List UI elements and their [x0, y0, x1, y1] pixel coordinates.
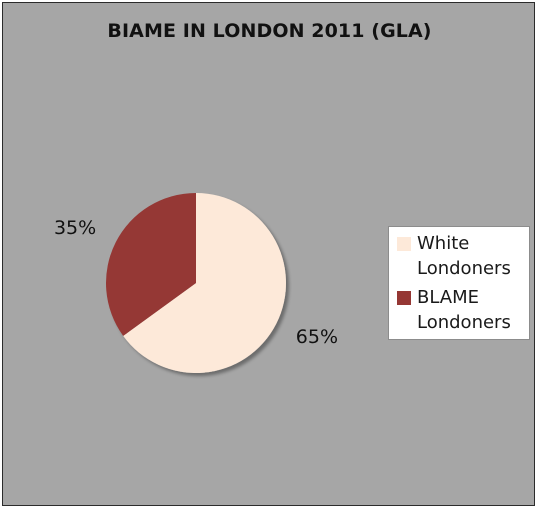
- pie-slice-white-londoners: [123, 193, 286, 373]
- data-label-blame-londoners: 35%: [54, 217, 96, 239]
- legend-label-blame-londoners: BLAME Londoners: [417, 285, 529, 335]
- legend-label-blame-line1: BLAME: [417, 287, 480, 308]
- legend-item-white-londoners: White Londoners: [397, 231, 529, 281]
- legend: White Londoners BLAME Londoners: [388, 226, 530, 340]
- legend-label-blame-line2: Londoners: [417, 312, 511, 333]
- legend-swatch-blame-londoners: [397, 291, 411, 305]
- data-label-white-londoners: 65%: [296, 326, 338, 348]
- legend-swatch-white-londoners: [397, 237, 411, 251]
- legend-label-white-line2: Londoners: [417, 258, 511, 279]
- pie-slice-blame-londoners: [106, 193, 196, 336]
- legend-item-blame-londoners: BLAME Londoners: [397, 285, 529, 335]
- chart-title: BIAME IN LONDON 2011 (GLA): [107, 20, 432, 42]
- legend-label-white-londoners: White Londoners: [417, 231, 529, 281]
- legend-label-white-line1: White: [417, 233, 470, 254]
